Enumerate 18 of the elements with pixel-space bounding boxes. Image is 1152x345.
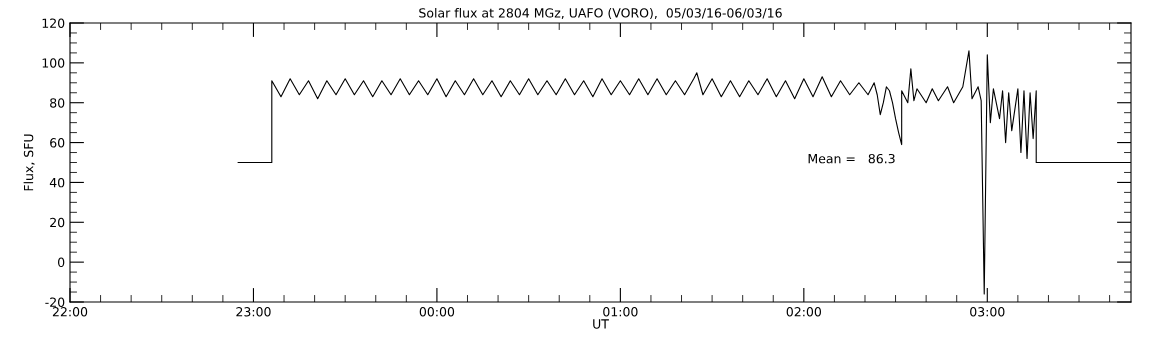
x-tick-label: 01:00 bbox=[603, 307, 638, 317]
y-tick-label: 100 bbox=[42, 58, 65, 68]
y-tick-label: 120 bbox=[42, 18, 65, 28]
y-tick-label: 20 bbox=[50, 217, 65, 228]
y-tick-label: 80 bbox=[50, 98, 65, 108]
x-tick-label: 02:00 bbox=[786, 307, 822, 317]
y-tick-label: -20 bbox=[45, 297, 65, 307]
y-axis-title: Flux, SFU bbox=[23, 134, 35, 191]
y-tick-label: 0 bbox=[58, 257, 65, 268]
y-tick-label: 60 bbox=[50, 138, 65, 148]
x-axis-title: UT bbox=[593, 319, 609, 329]
x-tick-label: 23:00 bbox=[236, 307, 271, 317]
x-tick-label: 00:00 bbox=[419, 307, 455, 317]
y-tick-label: 40 bbox=[49, 177, 65, 188]
x-tick-label: 03:00 bbox=[970, 307, 1005, 317]
annotation: Mean = 86.3 bbox=[808, 153, 895, 164]
x-tick-label: 22:00 bbox=[52, 307, 88, 317]
chart-title: Solar flux at 2804 MGz, UAFO (VORO), 05/03/16-06/03/16 bbox=[419, 7, 782, 20]
